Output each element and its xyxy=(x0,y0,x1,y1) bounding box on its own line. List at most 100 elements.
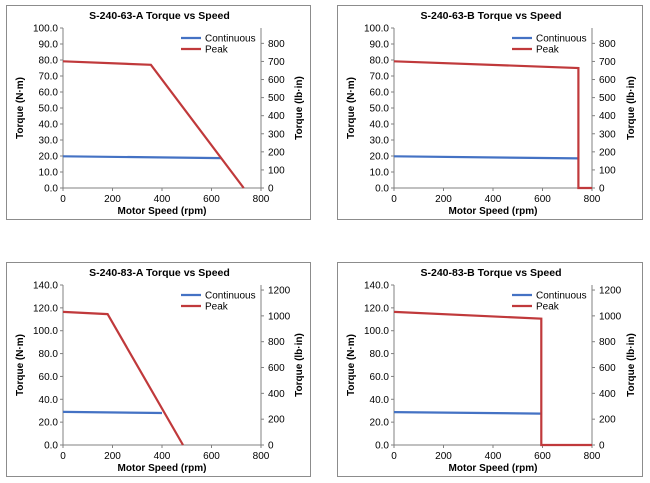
x-tick-label: 400 xyxy=(485,194,502,205)
y-tick-label: 80.0 xyxy=(39,56,59,67)
legend-label-peak: Peak xyxy=(536,302,560,313)
series-line-peak xyxy=(393,310,592,447)
legend-label-peak: Peak xyxy=(205,45,229,56)
y2-tick-label: 0 xyxy=(268,184,274,195)
y2-tick-label: 800 xyxy=(599,39,616,50)
y-tick-label: 40.0 xyxy=(39,120,59,131)
chart-svg: S-240-63-A Torque vs Speed 0.0 10.0 20.0 30.… xyxy=(15,10,305,217)
legend-label-continuous: Continuous xyxy=(536,291,587,302)
y-tick-label: 0.0 xyxy=(375,441,389,452)
y-tick-label: 0.0 xyxy=(375,184,389,195)
series-line-peak xyxy=(62,60,245,189)
y-tick-label: 70.0 xyxy=(39,72,59,83)
x-tick-label: 600 xyxy=(534,451,551,462)
y-tick-label: 120.0 xyxy=(33,303,58,314)
y2-tick-label: 100 xyxy=(599,165,616,176)
y2-axis-label: Torque (lb·in) xyxy=(626,333,637,397)
y2-tick-label: 100 xyxy=(268,165,285,176)
y-tick-label: 100.0 xyxy=(33,326,58,337)
legend-label-continuous: Continuous xyxy=(205,34,256,45)
x-tick-label: 600 xyxy=(534,194,551,205)
legend-label-peak: Peak xyxy=(536,45,560,56)
y-tick-label: 20.0 xyxy=(370,152,390,163)
y2-tick-label: 200 xyxy=(268,415,285,426)
x-tick-label: 200 xyxy=(435,451,452,462)
chart-svg: S-240-83-B Torque vs Speed 0.0 20.0 40.0 60.… xyxy=(346,267,637,474)
y-tick-label: 50.0 xyxy=(370,104,390,115)
chart-panel-s-240-83-a: S-240-83-A Torque vs Speed 0.0 20.0 40.0 60.… xyxy=(6,262,311,477)
y2-tick-label: 800 xyxy=(268,337,285,348)
x-tick-label: 800 xyxy=(253,451,270,462)
y-tick-label: 100.0 xyxy=(33,24,58,35)
y2-axis-label: Torque (lb·in) xyxy=(294,76,305,140)
y2-tick-label: 700 xyxy=(268,57,285,68)
y-tick-label: 30.0 xyxy=(370,136,390,147)
legend-label-continuous: Continuous xyxy=(536,34,587,45)
y-tick-label: 0.0 xyxy=(44,184,58,195)
legend-label-peak: Peak xyxy=(205,302,229,313)
y-tick-label: 20.0 xyxy=(39,152,59,163)
y-tick-label: 40.0 xyxy=(39,395,59,406)
series-line-peak xyxy=(393,60,592,190)
x-tick-label: 600 xyxy=(203,194,220,205)
y2-tick-label: 1200 xyxy=(599,286,622,297)
y-axis-label: Torque (N·m) xyxy=(346,334,357,396)
series-line-peak xyxy=(62,310,184,446)
y2-tick-label: 400 xyxy=(599,111,616,122)
y-axis-label: Torque (N·m) xyxy=(15,77,26,139)
y-tick-label: 20.0 xyxy=(39,418,59,429)
legend-box xyxy=(510,287,590,313)
chart-title: S-240-83-A Torque vs Speed xyxy=(89,267,230,279)
y-tick-label: 100.0 xyxy=(364,326,389,337)
legend-label-continuous: Continuous xyxy=(205,291,256,302)
y-tick-label: 60.0 xyxy=(39,88,59,99)
x-tick-label: 200 xyxy=(435,194,452,205)
chart-panel-s-240-63-b: S-240-63-B Torque vs Speed 0.0 10.0 20.0 30.… xyxy=(337,5,643,220)
y2-tick-label: 600 xyxy=(268,363,285,374)
y-tick-label: 90.0 xyxy=(39,40,59,51)
x-tick-label: 200 xyxy=(104,451,121,462)
y2-tick-label: 500 xyxy=(268,93,285,104)
y2-tick-label: 1200 xyxy=(268,286,291,297)
y2-tick-label: 800 xyxy=(599,337,616,348)
y2-tick-label: 600 xyxy=(599,75,616,86)
y2-tick-label: 200 xyxy=(268,147,285,158)
y2-tick-label: 600 xyxy=(599,363,616,374)
x-axis-label: Motor Speed (rpm) xyxy=(449,463,538,474)
series-line-continuous xyxy=(62,410,163,415)
y2-tick-label: 1000 xyxy=(268,311,291,322)
y-tick-label: 0.0 xyxy=(44,441,58,452)
y-tick-label: 10.0 xyxy=(39,168,59,179)
y-tick-label: 60.0 xyxy=(39,372,59,383)
chart-title: S-240-83-B Torque vs Speed xyxy=(420,267,561,279)
chart-title: S-240-63-B Torque vs Speed xyxy=(420,10,561,22)
x-tick-label: 400 xyxy=(154,451,171,462)
y2-tick-label: 500 xyxy=(599,93,616,104)
y-tick-label: 90.0 xyxy=(370,40,390,51)
legend-box xyxy=(179,287,259,313)
y2-tick-label: 400 xyxy=(599,389,616,400)
x-tick-label: 0 xyxy=(391,451,397,462)
y-tick-label: 80.0 xyxy=(370,349,390,360)
y2-tick-label: 400 xyxy=(268,389,285,400)
x-tick-label: 200 xyxy=(104,194,121,205)
chart-title: S-240-63-A Torque vs Speed xyxy=(89,10,230,22)
y2-tick-label: 800 xyxy=(268,39,285,50)
y-tick-label: 140.0 xyxy=(364,281,389,292)
y2-axis-label: Torque (lb·in) xyxy=(294,333,305,397)
x-tick-label: 600 xyxy=(203,451,220,462)
y2-tick-label: 600 xyxy=(268,75,285,86)
y-tick-label: 80.0 xyxy=(39,349,59,360)
y-tick-label: 50.0 xyxy=(39,104,59,115)
y2-axis-label: Torque (lb·in) xyxy=(626,76,637,140)
y-tick-label: 20.0 xyxy=(370,418,390,429)
x-tick-label: 400 xyxy=(154,194,171,205)
y2-tick-label: 300 xyxy=(268,129,285,140)
y-axis-label: Torque (N·m) xyxy=(15,334,26,396)
series-line-continuous xyxy=(393,411,542,415)
y2-tick-label: 200 xyxy=(599,147,616,158)
x-tick-label: 800 xyxy=(584,451,601,462)
x-axis-label: Motor Speed (rpm) xyxy=(118,463,207,474)
y-tick-label: 60.0 xyxy=(370,88,390,99)
y-tick-label: 100.0 xyxy=(364,24,389,35)
